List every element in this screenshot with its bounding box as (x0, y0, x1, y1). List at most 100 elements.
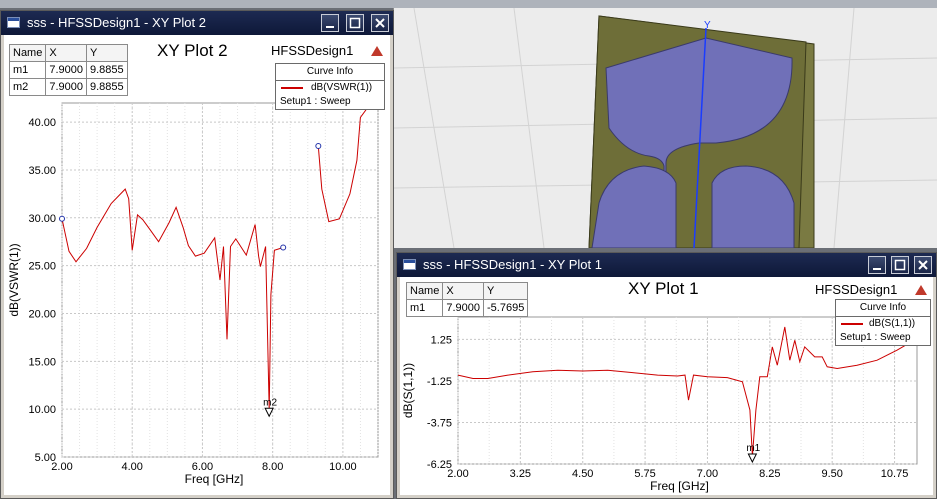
marker-col-x: X (442, 282, 484, 300)
curve-setup: Setup1 : Sweep (840, 332, 911, 343)
y-axis-label: dB(S(1,1)) (401, 363, 415, 418)
plot2-marker-table: Name X Y m1 7.9000 9.8855 m2 7.9000 9.8855 (8, 44, 128, 96)
ansys-logo-icon (371, 46, 383, 56)
marker-name: m2 (8, 78, 47, 96)
background-window-strip (0, 0, 937, 8)
plot2-title-bar[interactable]: sss - HFSSDesign1 - XY Plot 2 (1, 11, 393, 35)
marker-x: 7.9000 (442, 299, 484, 317)
marker-name: m1 (405, 299, 444, 317)
y-tick-label: -6.25 (427, 459, 452, 471)
marker-col-y: Y (86, 44, 128, 62)
minimize-button[interactable] (321, 14, 339, 32)
marker-triangle (747, 453, 758, 464)
curve-setup: Setup1 : Sweep (280, 96, 351, 107)
x-tick-label: 9.50 (821, 468, 842, 480)
plot2-area[interactable]: 5.00 10.00 15.00 20.00 25.00 30.00 35.00 40.00 2… (4, 35, 390, 495)
x-tick-label: 10.75 (881, 468, 909, 480)
marker-triangle (264, 407, 274, 418)
maximize-button[interactable] (346, 14, 364, 32)
plot1-design-name: HFSSDesign1 (815, 282, 898, 297)
minimize-icon (873, 268, 881, 270)
marker-col-x: X (45, 44, 87, 62)
marker-col-name: Name (405, 282, 444, 300)
y-axis-label: Y (704, 20, 711, 31)
plot2-design-name: HFSSDesign1 (271, 43, 354, 58)
x-tick-label: 4.50 (572, 468, 593, 480)
plot2-chart: 5.00 10.00 15.00 20.00 25.00 30.00 35.00 40.00 2… (7, 100, 379, 486)
x-tick-label: 6.00 (192, 461, 213, 473)
curve-label: dB(S(1,1)) (869, 318, 916, 329)
y-tick-label: 10.00 (28, 404, 56, 416)
series-line (317, 102, 372, 223)
y-tick-label: 40.00 (28, 117, 56, 129)
plot2-curve-info: Curve Info dB(VSWR(1)) Setup1 : Sweep (275, 63, 385, 110)
close-button[interactable] (371, 14, 389, 32)
y-tick-label: 35.00 (28, 165, 56, 177)
window-icon (7, 17, 20, 28)
y-tick-label: 25.00 (28, 261, 56, 273)
marker-col-name: Name (8, 44, 47, 62)
marker-x: 7.9000 (45, 78, 87, 96)
curve-legend-row: dB(S(1,1)) (836, 317, 930, 331)
marker-row-m2: m2 7.9000 9.8855 (8, 78, 128, 96)
plot2-chart-title: XY Plot 2 (157, 41, 228, 60)
x-axis-label: Freq [GHz] (185, 472, 244, 486)
y-tick-label: 15.00 (28, 356, 56, 368)
marker-name: m1 (8, 61, 47, 79)
y-axis-line (693, 27, 707, 248)
marker-label: m2 (263, 397, 277, 408)
xy-plot-2-window[interactable]: sss - HFSSDesign1 - XY Plot 2 5.00 10.00 1… (0, 10, 394, 499)
series-line (61, 188, 284, 411)
maximize-icon (349, 17, 361, 29)
ansys-logo-icon (915, 285, 927, 295)
ground-patch-right (711, 165, 795, 248)
plot1-window-title: sss - HFSSDesign1 - XY Plot 1 (423, 257, 602, 272)
y-axis-label: dB(VSWR(1)) (7, 243, 21, 316)
close-icon (375, 18, 385, 28)
y-tick-label: 5.00 (35, 452, 56, 464)
marker-label: m1 (746, 443, 760, 454)
x-axis-label: Freq [GHz] (650, 479, 709, 493)
x-tick-label: 5.75 (634, 468, 655, 480)
x-tick-label: 7.00 (697, 468, 718, 480)
maximize-icon (894, 259, 906, 271)
plot1-area[interactable]: -6.25 -3.75 -1.25 1.25 2.00 3.25 4.50 5.75 7.00 8… (400, 277, 933, 495)
close-icon (918, 260, 928, 270)
marker-row-m1: m1 7.9000 9.8855 (8, 61, 128, 79)
antenna-model-view: Y (394, 8, 937, 248)
plot1-curve-info: Curve Info dB(S(1,1)) Setup1 : Sweep (835, 299, 931, 346)
maximize-button[interactable] (891, 256, 909, 274)
y-tick-label: -3.75 (427, 417, 452, 429)
window-icon (403, 259, 416, 270)
x-tick-label: 4.00 (122, 461, 143, 473)
plot1-marker-table: Name X Y m1 7.9000 -5.7695 (405, 282, 529, 317)
legend-swatch (841, 323, 863, 325)
plot1-chart-title: XY Plot 1 (628, 279, 699, 298)
model-3d-viewport[interactable]: Y (393, 8, 937, 248)
marker-y: -5.7695 (482, 299, 529, 317)
sweep-endpoint (59, 215, 65, 222)
x-tick-label: 8.25 (759, 468, 780, 480)
marker-y: 9.8855 (86, 78, 128, 96)
minimize-button[interactable] (868, 256, 886, 274)
plot2-window-title: sss - HFSSDesign1 - XY Plot 2 (27, 15, 206, 30)
close-button[interactable] (914, 256, 932, 274)
curve-legend-row: dB(VSWR(1)) (276, 81, 384, 95)
sweep-endpoint (280, 244, 287, 251)
minimize-icon (326, 26, 334, 28)
y-tick-label: 30.00 (28, 213, 56, 225)
marker-x: 7.9000 (45, 61, 87, 79)
marker-col-y: Y (482, 282, 529, 300)
x-tick-label: 8.00 (262, 461, 283, 473)
curve-label: dB(VSWR(1)) (311, 82, 373, 93)
plot1-title-bar[interactable]: sss - HFSSDesign1 - XY Plot 1 (397, 253, 936, 277)
legend-swatch (281, 87, 303, 89)
y-tick-label: 1.25 (431, 334, 452, 346)
y-tick-label: -1.25 (427, 376, 452, 388)
y-tick-label: 20.00 (28, 308, 56, 320)
x-tick-label: 3.25 (510, 468, 531, 480)
marker-row-m1: m1 7.9000 -5.7695 (405, 299, 529, 317)
x-tick-label: 2.00 (51, 461, 72, 473)
sweep-endpoint (315, 143, 322, 150)
xy-plot-1-window[interactable]: sss - HFSSDesign1 - XY Plot 1 -6.25 -3.75… (396, 252, 937, 499)
